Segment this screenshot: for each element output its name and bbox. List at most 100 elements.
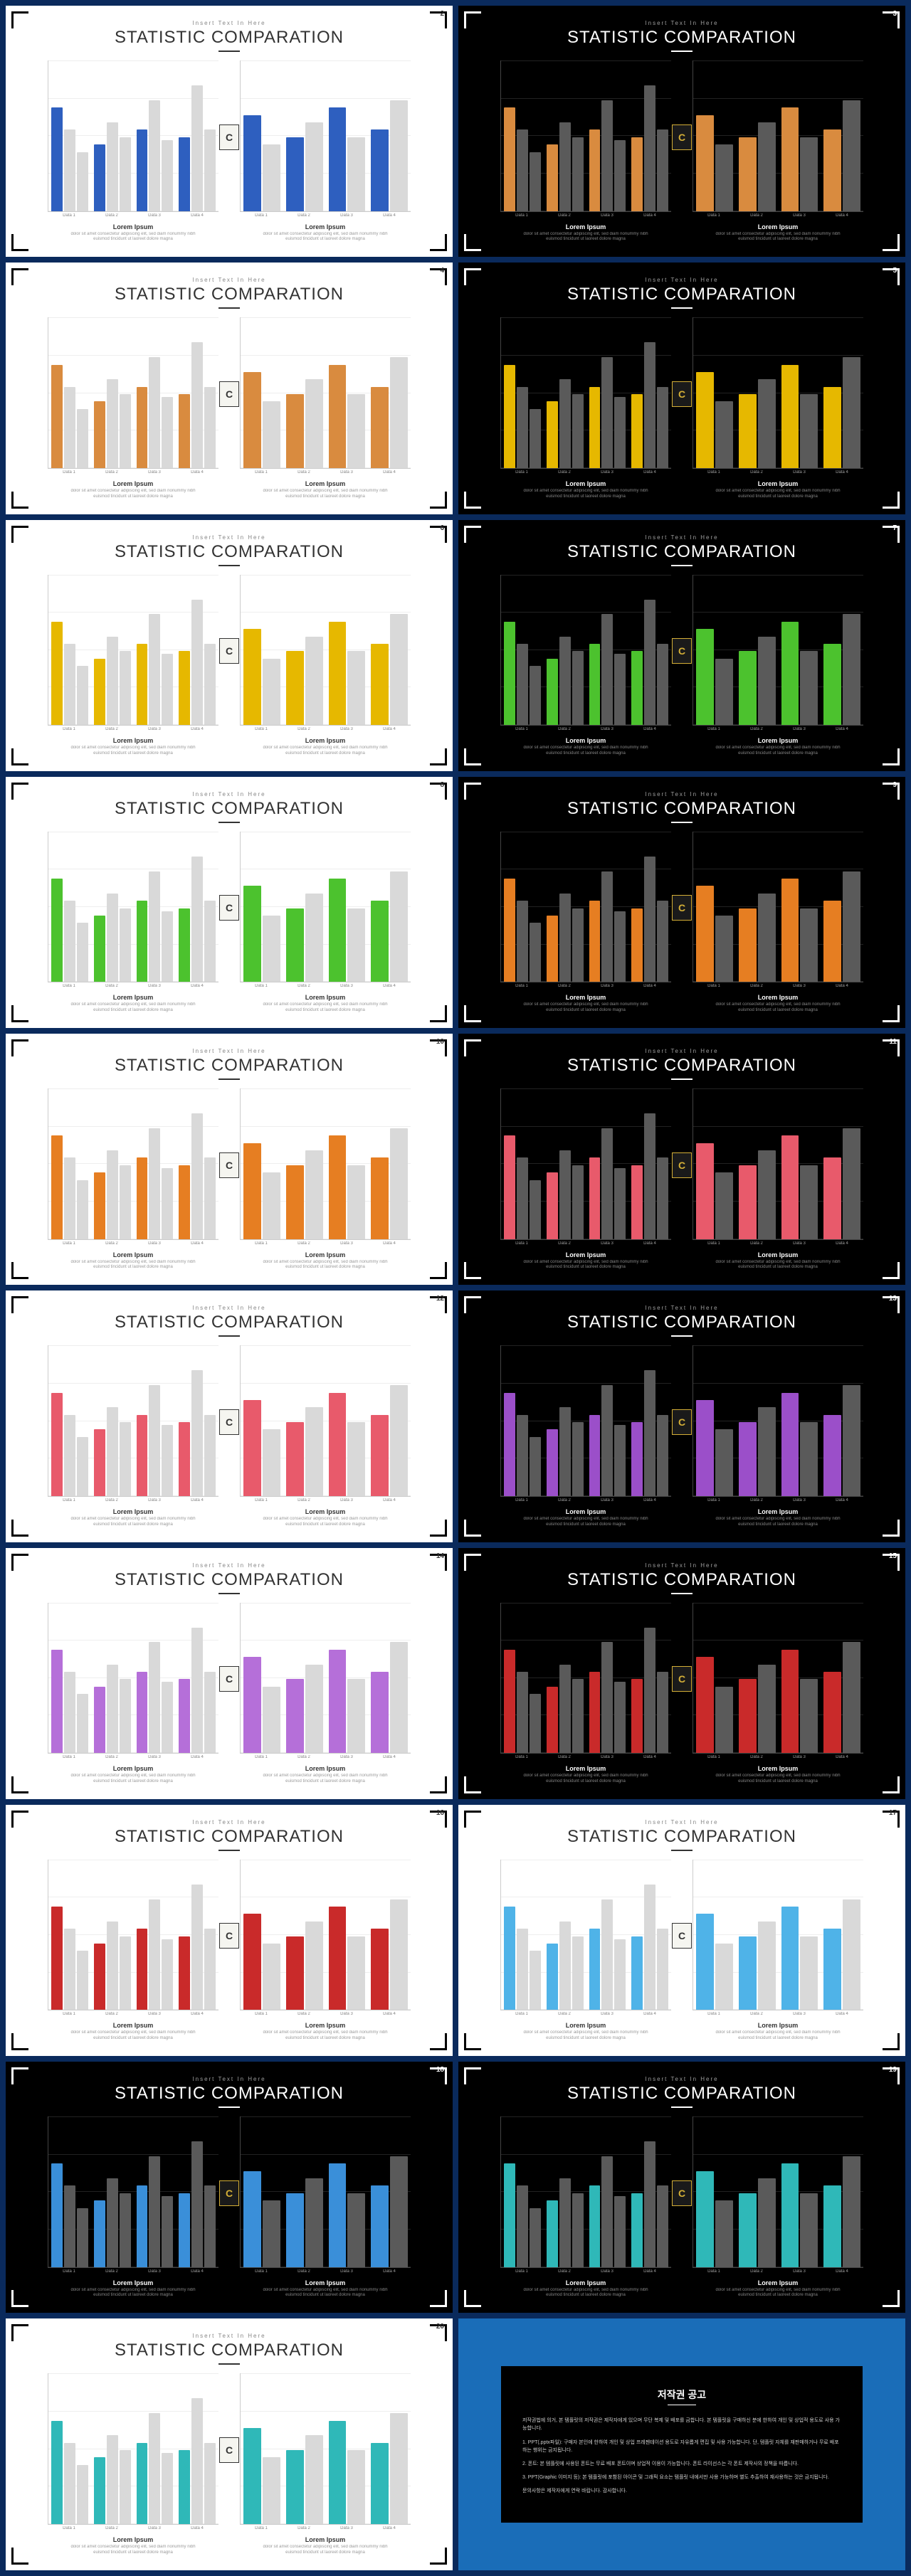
center-badge: C [219,124,239,150]
bar [94,2200,105,2267]
bar [614,1682,626,1753]
bar [601,2156,613,2267]
caption-text: dolor sit amet consectetur adipiscing el… [261,2288,389,2299]
bar [572,1936,584,2010]
bar-chart: Data 1Data 2Data 3Data 4Lorem Ipsumdolor… [693,317,863,499]
slide-subtitle: Insert Text In Here [192,791,265,797]
center-badge: C [219,2437,239,2463]
x-axis-label: Data 4 [371,984,408,988]
page-number: 19 [889,2066,897,2074]
bar-chart: Data 1Data 2Data 3Data 4Lorem Ipsumdolor… [240,2373,411,2555]
bar [517,1672,528,1753]
bar [504,622,515,725]
slide-subtitle: Insert Text In Here [192,20,265,26]
x-axis-label: Data 3 [589,213,626,218]
x-axis-label: Data 2 [93,727,130,731]
center-badge: C [219,1923,239,1949]
x-axis-label: Data 2 [93,1241,130,1246]
bar [94,401,105,467]
x-axis-label: Data 3 [589,2269,626,2274]
bar [843,1899,860,2010]
page-number: 3 [892,10,897,18]
bar [517,1157,528,1239]
x-axis-label: Data 4 [179,727,216,731]
bar [329,1650,347,1753]
x-axis-label: Data 1 [243,2269,280,2274]
x-axis-label: Data 2 [546,2012,583,2016]
x-axis-label: Data 1 [243,984,280,988]
bar [204,1672,216,1753]
slide-subtitle: Insert Text In Here [192,1048,265,1054]
x-axis-label: Data 3 [328,727,365,731]
bar [843,1385,860,1496]
caption-text: dolor sit amet consectetur adipiscing el… [261,2545,389,2556]
x-axis-label: Data 3 [781,1498,818,1502]
bar [530,1180,541,1239]
x-axis-label: Data 1 [243,1241,280,1246]
bar [696,2171,714,2267]
bar [781,1135,799,1239]
bar-chart: Data 1Data 2Data 3Data 4Lorem Ipsumdolor… [693,832,863,1014]
bar [263,1429,280,1495]
bar [517,901,528,982]
bar [120,1165,131,1239]
bar [781,879,799,982]
bar [305,1407,323,1496]
caption-title: Lorem Ipsum [240,223,411,230]
bar-chart: Data 1Data 2Data 3Data 4Lorem Ipsumdolor… [48,1603,218,1785]
slide: 19Insert Text In HereSTATISTIC COMPARATI… [458,2062,905,2313]
bar [179,1936,190,2010]
caption-title: Lorem Ipsum [500,737,671,744]
bar [631,394,643,468]
bar [107,2178,118,2267]
bar [137,1157,148,1239]
x-axis-label: Data 1 [503,727,540,731]
x-axis-label: Data 3 [781,727,818,731]
caption-text: dolor sit amet consectetur adipiscing el… [714,746,842,757]
slide-subtitle: Insert Text In Here [645,1562,718,1569]
bar [286,651,304,725]
bar [191,1370,203,1496]
bar [64,1929,75,2010]
caption-title: Lorem Ipsum [693,737,863,744]
caption-text: dolor sit amet consectetur adipiscing el… [69,2288,197,2299]
bar [739,394,757,468]
x-axis-label: Data 1 [51,2012,88,2016]
bar [572,394,584,468]
bar [559,1150,571,1239]
bar [120,1679,131,1753]
bar [204,1157,216,1239]
x-axis-label: Data 4 [631,2012,668,2016]
bar [162,2196,173,2267]
caption-title: Lorem Ipsum [500,2022,671,2029]
bar [149,1899,160,2010]
bar [696,1143,714,1239]
slide-subtitle: Insert Text In Here [192,1819,265,1825]
bar [843,2156,860,2267]
x-axis-label: Data 2 [546,984,583,988]
slide-title: STATISTIC COMPARATION [567,1056,796,1076]
copyright-paragraph: 문의사항은 제작자에게 연락 바랍니다. 감사합니다. [522,2487,841,2495]
bar [347,2193,365,2267]
bar [657,1672,668,1753]
bar [371,2443,389,2524]
x-axis-label: Data 2 [93,1498,130,1502]
bar-chart: Data 1Data 2Data 3Data 4Lorem Ipsumdolor… [693,2116,863,2299]
x-axis-label: Data 2 [738,1755,775,1759]
bar [51,1907,63,2010]
bar [149,1642,160,1753]
bar [800,137,818,211]
bar [243,1657,261,1753]
x-axis-label: Data 3 [136,1498,173,1502]
bar [547,401,558,467]
x-axis-label: Data 2 [285,2269,322,2274]
caption-title: Lorem Ipsum [48,1251,218,1258]
bar [107,637,118,726]
bar [204,1415,216,1496]
bar [51,107,63,211]
x-axis-label: Data 4 [179,1755,216,1759]
bar [64,387,75,468]
bar [371,1157,389,1239]
bar [572,651,584,725]
bar [191,2141,203,2267]
